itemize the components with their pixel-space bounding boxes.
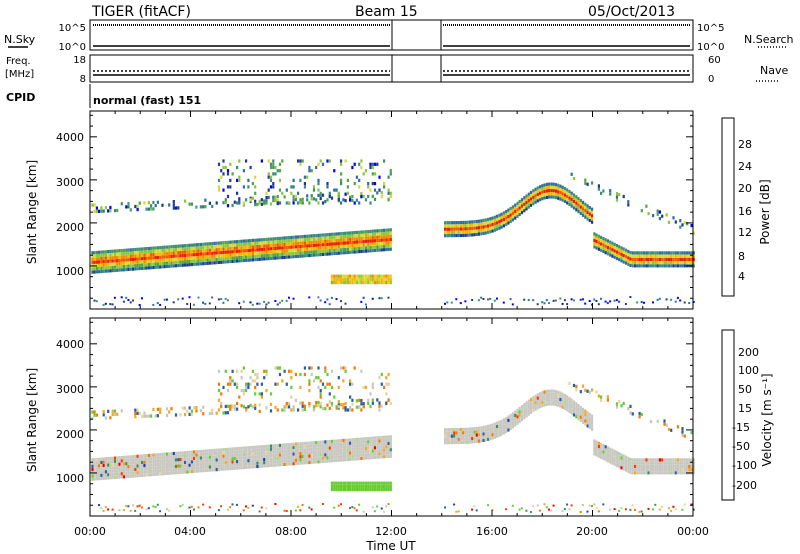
- nsearch-tick-top: 10^5: [697, 23, 724, 34]
- date-label: 05/Oct/2013: [588, 4, 675, 20]
- velocity-colorbar: [721, 329, 735, 501]
- beam-label: Beam 15: [355, 4, 418, 20]
- velocity-panel: [89, 317, 695, 517]
- nsearch-label: N.Search: [744, 33, 794, 46]
- velocity-y-axis-label: Slant Range [km]: [25, 368, 39, 472]
- velocity-cbar-tick-neg100: -100: [732, 459, 757, 472]
- freq-tick-bottom: 8: [80, 74, 86, 85]
- velocity-cbar-tick-200: 200: [738, 346, 759, 359]
- velocity-cbar-tick-neg50: -50: [732, 440, 750, 453]
- velocity-cbar-tick-15: 15: [738, 402, 752, 415]
- freq-panel: [89, 54, 694, 83]
- power-cbar-tick-24: 24: [738, 160, 752, 173]
- velocity-y-tick-2000: 2000: [56, 428, 84, 441]
- x-tick-0800: 08:00: [275, 525, 307, 538]
- radar-title: TIGER (fitACF): [91, 4, 191, 20]
- velocity-cbar-tick-100: 100: [738, 364, 759, 377]
- x-tick-1200: 12:00: [375, 525, 407, 538]
- power-colorbar: [721, 117, 735, 297]
- velocity-cbar-tick-neg15: -15: [732, 421, 750, 434]
- power-panel: [89, 110, 695, 310]
- power-cbar-tick-16: 16: [738, 205, 752, 218]
- power-y-tick-4000: 4000: [56, 131, 84, 144]
- power-y-tick-3000: 3000: [56, 176, 84, 189]
- power-cbar-tick-8: 8: [738, 250, 745, 263]
- cpid-value: normal (fast) 151: [93, 94, 201, 107]
- velocity-y-tick-4000: 4000: [56, 338, 84, 351]
- power-y-axis-label: Slant Range [km]: [25, 160, 39, 264]
- power-cbar-tick-20: 20: [738, 182, 752, 195]
- nsky-label: N.Sky: [4, 33, 36, 46]
- x-tick-2400: 00:00: [677, 525, 709, 538]
- x-tick-0400: 04:00: [174, 525, 206, 538]
- nave-tick-top: 60: [708, 55, 721, 66]
- x-tick-2000: 20:00: [576, 525, 608, 538]
- velocity-cbar-tick-neg200: -200: [732, 479, 757, 492]
- power-cbar-tick-28: 28: [738, 138, 752, 151]
- nsearch-tick-bottom: 10^0: [697, 42, 724, 53]
- freq-tick-top: 18: [73, 55, 86, 66]
- velocity-cbar-tick-50: 50: [738, 383, 752, 396]
- nsky-tick-top: 10^5: [59, 23, 86, 34]
- nsky-panel: [89, 19, 694, 51]
- nsky-tick-bottom: 10^0: [59, 42, 86, 53]
- velocity-y-tick-1000: 1000: [56, 472, 84, 485]
- nave-label: Nave: [760, 64, 788, 77]
- power-cbar-tick-12: 12: [738, 226, 752, 239]
- nave-tick-bottom: 0: [708, 74, 714, 85]
- power-y-tick-2000: 2000: [56, 221, 84, 234]
- power-y-tick-1000: 1000: [56, 265, 84, 278]
- velocity-y-tick-3000: 3000: [56, 383, 84, 396]
- freq-label: Freq.: [6, 56, 31, 67]
- cpid-label: CPID: [6, 91, 35, 104]
- velocity-colorbar-label: Velocity [m s⁻¹]: [760, 373, 774, 466]
- x-tick-1600: 16:00: [476, 525, 508, 538]
- power-colorbar-label: Power [dB]: [758, 179, 772, 244]
- power-cbar-tick-4: 4: [738, 270, 745, 283]
- x-tick-0000: 00:00: [74, 525, 106, 538]
- x-axis-label: Time UT: [365, 539, 416, 553]
- freq-unit-label: [MHz]: [5, 69, 34, 80]
